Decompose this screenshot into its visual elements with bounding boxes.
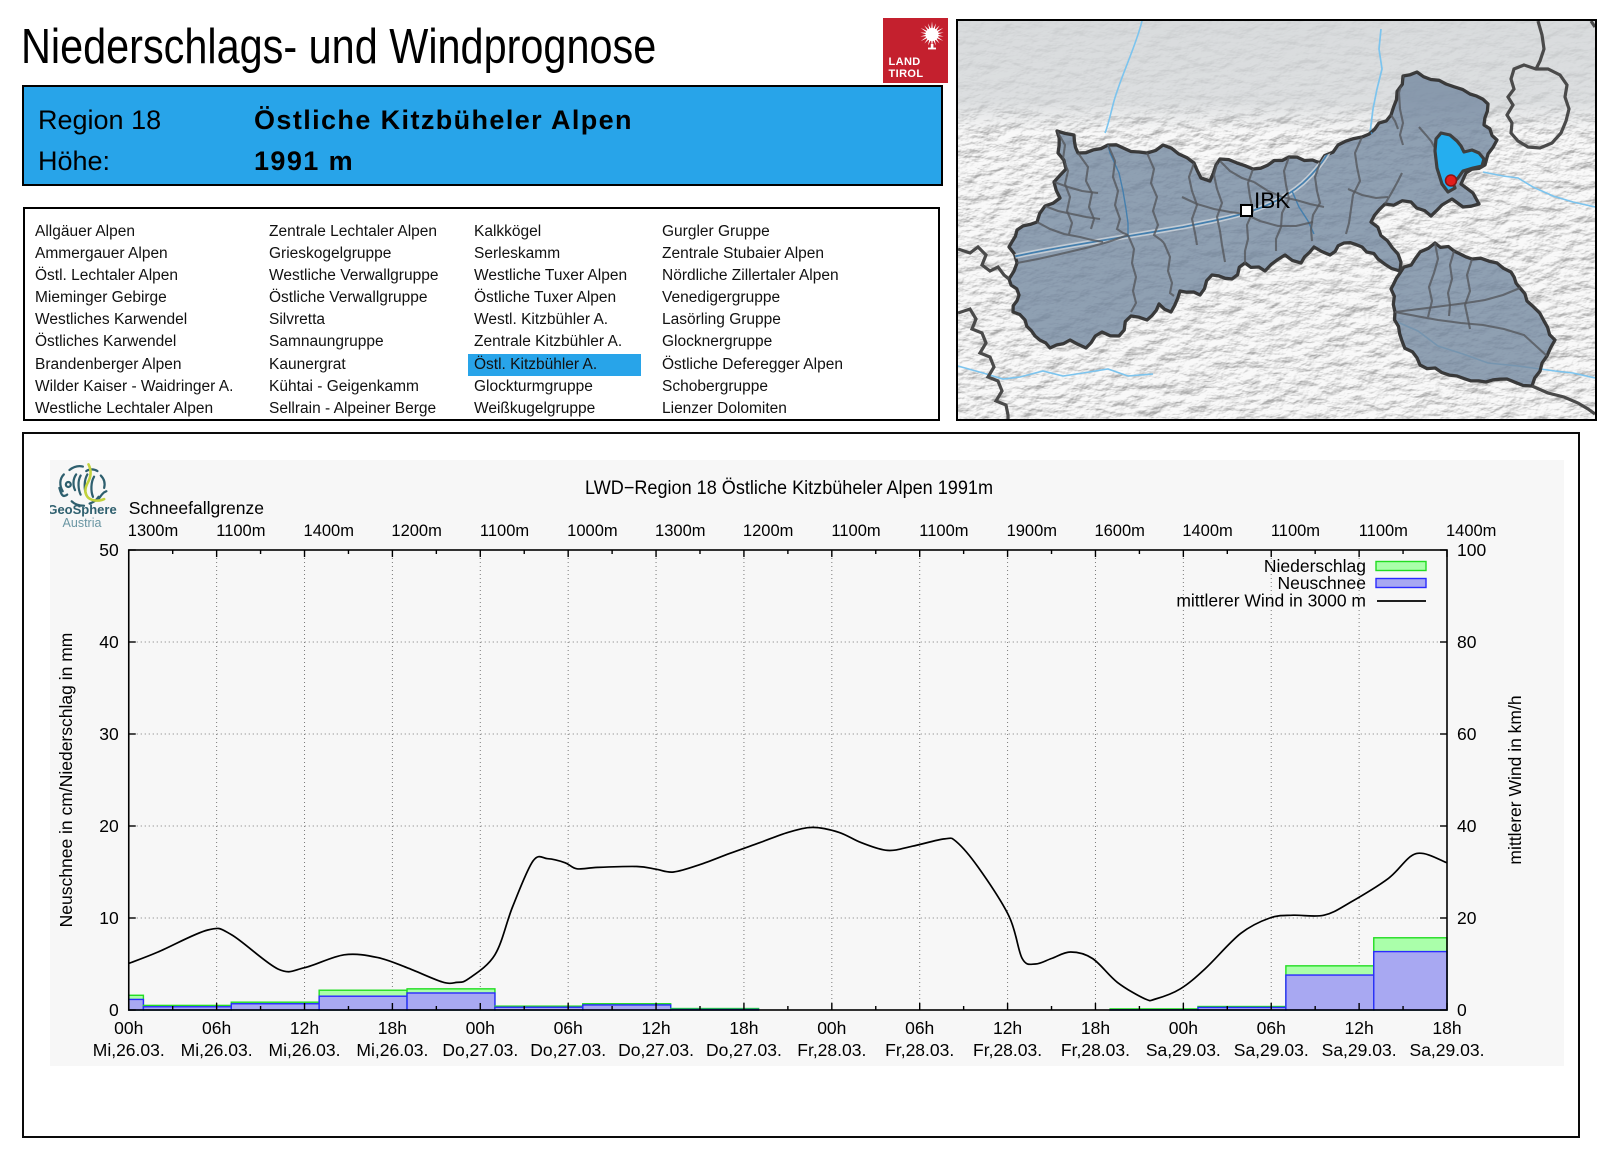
svg-text:Mi,26.03.: Mi,26.03. <box>181 1040 253 1060</box>
svg-text:12h: 12h <box>993 1018 1022 1038</box>
svg-text:06h: 06h <box>554 1018 583 1038</box>
svg-text:Neuschnee in cm/Niederschlag i: Neuschnee in cm/Niederschlag in mm <box>56 633 76 928</box>
svg-text:1200m: 1200m <box>391 522 441 540</box>
svg-text:Fr,28.03.: Fr,28.03. <box>797 1040 866 1060</box>
svg-text:LWD−Region 18 Östliche Kitzbüh: LWD−Region 18 Östliche Kitzbüheler Alpen… <box>585 477 993 499</box>
svg-text:1300m: 1300m <box>128 522 178 540</box>
svg-text:12h: 12h <box>641 1018 670 1038</box>
svg-text:06h: 06h <box>905 1018 934 1038</box>
svg-text:1100m: 1100m <box>919 522 968 540</box>
svg-text:mittlerer Wind in km/h: mittlerer Wind in km/h <box>1505 695 1525 864</box>
svg-text:Schneefallgrenze: Schneefallgrenze <box>129 498 264 518</box>
svg-text:Fr,28.03.: Fr,28.03. <box>973 1040 1042 1060</box>
svg-text:50: 50 <box>99 540 119 560</box>
svg-text:Sa,29.03.: Sa,29.03. <box>1146 1040 1221 1060</box>
svg-text:Sa,29.03.: Sa,29.03. <box>1322 1040 1397 1060</box>
svg-text:mittlerer Wind in 3000 m: mittlerer Wind in 3000 m <box>1176 591 1366 611</box>
svg-text:1600m: 1600m <box>1094 522 1144 540</box>
svg-text:1000m: 1000m <box>567 522 617 540</box>
svg-text:10: 10 <box>99 908 119 928</box>
svg-text:06h: 06h <box>1257 1018 1286 1038</box>
svg-text:00h: 00h <box>114 1018 143 1038</box>
svg-text:1200m: 1200m <box>743 522 793 540</box>
svg-text:1100m: 1100m <box>216 522 265 540</box>
svg-text:1100m: 1100m <box>1359 522 1408 540</box>
svg-text:1400m: 1400m <box>1446 522 1496 540</box>
svg-text:Mi,26.03.: Mi,26.03. <box>269 1040 341 1060</box>
svg-text:60: 60 <box>1457 724 1477 744</box>
svg-text:Do,27.03.: Do,27.03. <box>530 1040 606 1060</box>
svg-text:80: 80 <box>1457 632 1477 652</box>
svg-text:20: 20 <box>99 816 119 836</box>
svg-text:40: 40 <box>99 632 119 652</box>
svg-text:18h: 18h <box>1081 1018 1110 1038</box>
svg-text:00h: 00h <box>1169 1018 1198 1038</box>
svg-text:1100m: 1100m <box>1271 522 1320 540</box>
svg-text:1400m: 1400m <box>1182 522 1232 540</box>
svg-text:Do,27.03.: Do,27.03. <box>706 1040 782 1060</box>
svg-text:18h: 18h <box>378 1018 407 1038</box>
svg-text:Niederschlag: Niederschlag <box>1264 556 1366 576</box>
svg-text:1100m: 1100m <box>831 522 880 540</box>
svg-text:1300m: 1300m <box>655 522 705 540</box>
svg-text:Do,27.03.: Do,27.03. <box>442 1040 518 1060</box>
svg-text:Fr,28.03.: Fr,28.03. <box>885 1040 954 1060</box>
svg-text:Neuschnee: Neuschnee <box>1277 573 1366 593</box>
svg-text:Mi,26.03.: Mi,26.03. <box>356 1040 428 1060</box>
svg-text:Austria: Austria <box>63 516 102 530</box>
svg-text:Mi,26.03.: Mi,26.03. <box>93 1040 165 1060</box>
svg-text:Sa,29.03.: Sa,29.03. <box>1410 1040 1485 1060</box>
svg-text:0: 0 <box>109 1000 119 1020</box>
svg-text:18h: 18h <box>729 1018 758 1038</box>
svg-text:06h: 06h <box>202 1018 231 1038</box>
svg-text:40: 40 <box>1457 816 1477 836</box>
svg-text:12h: 12h <box>1345 1018 1374 1038</box>
svg-text:1400m: 1400m <box>304 522 354 540</box>
svg-text:12h: 12h <box>290 1018 319 1038</box>
svg-text:Sa,29.03.: Sa,29.03. <box>1234 1040 1309 1060</box>
svg-text:1900m: 1900m <box>1007 522 1057 540</box>
svg-text:Fr,28.03.: Fr,28.03. <box>1061 1040 1130 1060</box>
svg-text:100: 100 <box>1457 540 1486 560</box>
svg-text:IBK: IBK <box>1254 188 1290 213</box>
svg-text:00h: 00h <box>817 1018 846 1038</box>
svg-text:Do,27.03.: Do,27.03. <box>618 1040 694 1060</box>
svg-text:GeoSphere: GeoSphere <box>50 502 117 517</box>
svg-text:30: 30 <box>99 724 119 744</box>
svg-text:18h: 18h <box>1432 1018 1461 1038</box>
svg-text:1100m: 1100m <box>480 522 529 540</box>
svg-text:20: 20 <box>1457 908 1477 928</box>
svg-text:00h: 00h <box>466 1018 495 1038</box>
svg-text:0: 0 <box>1457 1000 1467 1020</box>
